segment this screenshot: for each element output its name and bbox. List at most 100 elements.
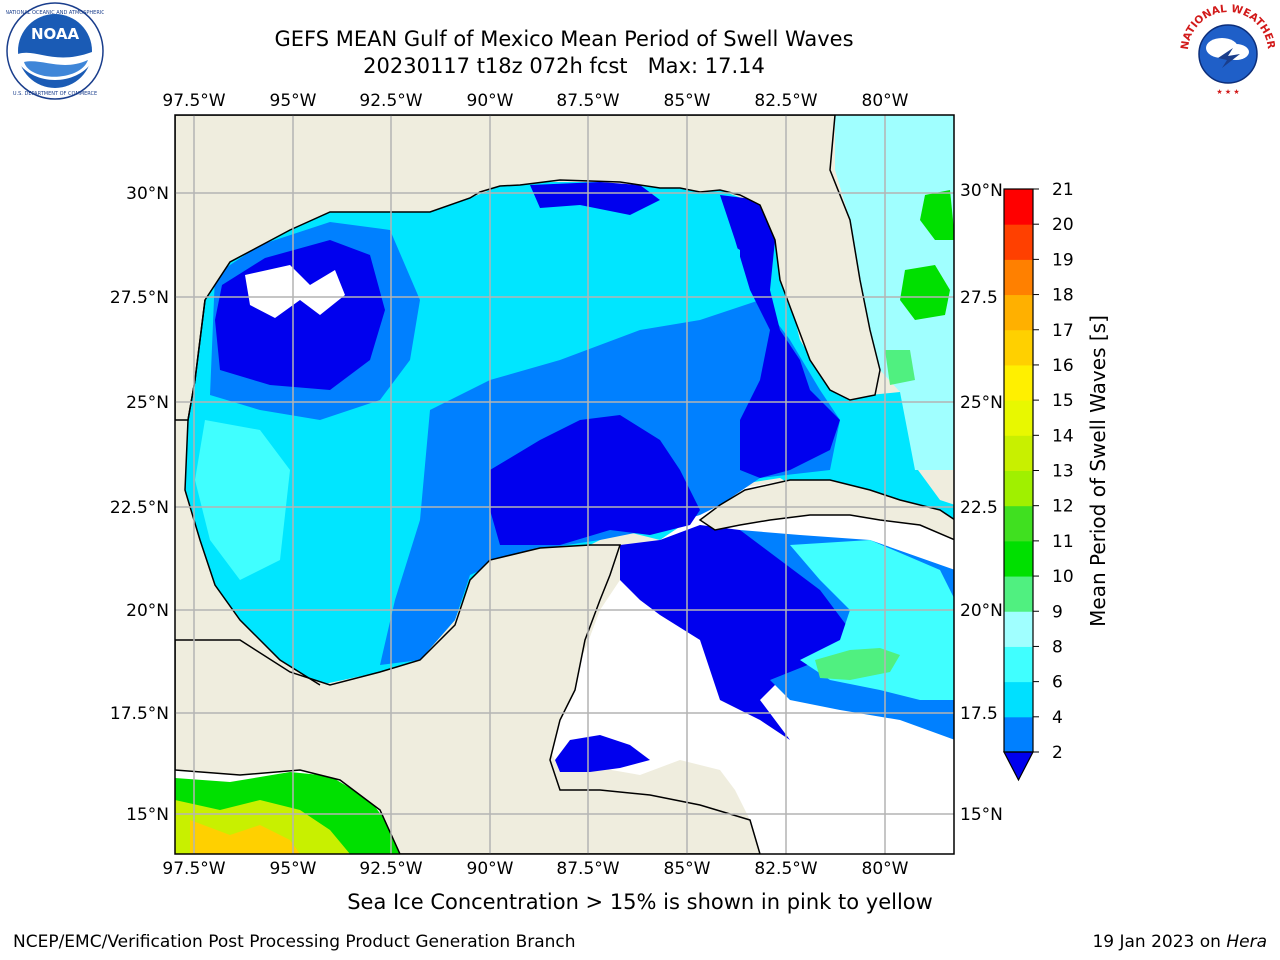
lon-label-top: 92.5°W: [359, 91, 422, 111]
chart-subtitle: 20230117 t18z 072h fcst Max: 17.14: [363, 54, 765, 78]
colorbar-segment: [1004, 364, 1033, 401]
date-text: 19 Jan 2023 on: [1092, 932, 1221, 952]
lon-label-bottom: 80°W: [862, 859, 909, 879]
svg-text:NOAA: NOAA: [31, 25, 80, 43]
colorbar-label: Mean Period of Swell Waves [s]: [1086, 315, 1110, 627]
lat-label-left: 27.5°N: [110, 288, 169, 308]
colorbar-tick-label: 16: [1052, 356, 1074, 376]
contour-2s-yucatan-south: [555, 735, 650, 772]
lat-label-right: 25°N: [960, 393, 1003, 413]
lon-label-top: 95°W: [270, 91, 317, 111]
colorbar-extend-arrow: [1003, 751, 1034, 782]
sea-ice-note: Sea Ice Concentration > 15% is shown in …: [347, 890, 933, 914]
contour-2s-north: [530, 182, 660, 215]
colorbar-tick-label: 13: [1052, 462, 1074, 482]
lon-label-top: 90°W: [467, 91, 514, 111]
contour-atl-green2: [920, 190, 954, 240]
lon-label-bottom: 90°W: [467, 859, 514, 879]
colorbar-segment: [1004, 540, 1033, 577]
credit-text: NCEP/EMC/Verification Post Processing Pr…: [13, 932, 576, 952]
colorbar-tick-label: 2: [1052, 743, 1063, 763]
colorbar-tick-label: 11: [1052, 532, 1074, 552]
colorbar-tick-label: 18: [1052, 286, 1074, 306]
machine-name: Hera: [1226, 932, 1267, 952]
lat-label-right: 30°N: [960, 181, 1003, 201]
mexico-east-coast: [184, 299, 321, 686]
lat-label-left: 30°N: [126, 184, 169, 204]
colorbar-segment: [1004, 716, 1033, 753]
colorbar-segment: [1004, 435, 1033, 471]
svg-text:★ ★ ★: ★ ★ ★: [1216, 88, 1239, 96]
colorbar-tick-label: 12: [1052, 497, 1074, 517]
contour-6s-upper: [420, 215, 740, 360]
colorbar-tick-label: 19: [1052, 250, 1074, 270]
colorbar-tick-label: 21: [1052, 180, 1074, 200]
colorbar-segment: [1004, 259, 1033, 296]
contour-9s-carib: [815, 648, 900, 680]
colorbar: 2 4 6 8 9 10 11 12 13 14 15 16 17 18 19 20 21: [1003, 180, 1074, 782]
date-stamp: 19 Jan 2023 on Hera: [1092, 932, 1267, 952]
lat-label-right: 17.5: [960, 704, 998, 724]
colorbar-segment: [1004, 470, 1033, 507]
map-area: [175, 115, 954, 854]
colorbar-tick-label: 15: [1052, 391, 1074, 411]
colorbar-tick-label: 10: [1052, 567, 1074, 587]
lon-label-bottom: 92.5°W: [359, 859, 422, 879]
colorbar-tick-label: 20: [1052, 215, 1074, 235]
lon-label-bottom: 97.5°W: [162, 859, 225, 879]
colorbar-segment: [1004, 611, 1033, 647]
colorbar-tick-label: 9: [1052, 602, 1063, 622]
colorbar-tick-label: 17: [1052, 321, 1074, 341]
lon-label-bottom: 87.5°W: [556, 859, 619, 879]
lon-label-bottom: 95°W: [270, 859, 317, 879]
colorbar-segment: [1004, 294, 1033, 331]
map-frame: [174, 114, 955, 855]
colorbar-segment: [1004, 646, 1033, 683]
nodata-west: [245, 265, 345, 318]
lat-label-right: 22.5: [960, 498, 998, 518]
contour-2s-east: [720, 195, 840, 478]
colorbar-segment: [1004, 189, 1033, 225]
lat-label-left: 17.5°N: [110, 704, 169, 724]
colorbar-tick-label: 14: [1052, 426, 1074, 446]
nws-logo-icon: NATIONAL WEATHER SERVICE ★ ★ ★: [1178, 2, 1277, 98]
lon-label-top: 82.5°W: [754, 91, 817, 111]
colorbar-segment: [1004, 576, 1033, 612]
contour-2s-carib: [620, 525, 860, 740]
lon-label-top: 85°W: [664, 91, 711, 111]
lat-label-left: 25°N: [126, 393, 169, 413]
colorbar-segment: [1004, 505, 1033, 542]
chart-title: GEFS MEAN Gulf of Mexico Mean Period of …: [274, 27, 854, 51]
contour-atl-green: [900, 265, 950, 320]
lat-label-left: 15°N: [126, 805, 169, 825]
colorbar-segment: [1004, 329, 1033, 366]
contour-6s-west: [195, 420, 290, 580]
florida-land: [175, 115, 881, 421]
colorbar-tick-label: 4: [1052, 708, 1063, 728]
colorbar-tick-label: 6: [1052, 673, 1063, 693]
cuba-land: [698, 479, 954, 541]
graticule: [175, 115, 954, 854]
svg-text:NATIONAL OCEANIC AND ATMOSPHER: NATIONAL OCEANIC AND ATMOSPHERIC: [6, 10, 104, 16]
svg-text:U.S. DEPARTMENT OF COMMERCE: U.S. DEPARTMENT OF COMMERCE: [13, 91, 97, 97]
contour-atl-green3: [885, 350, 915, 385]
lon-label-top: 80°W: [862, 91, 909, 111]
colorbar-segment: [1004, 224, 1033, 260]
contour-pacific-orange: [190, 820, 300, 854]
lat-label-left: 20°N: [126, 601, 169, 621]
lat-label-right: 20°N: [960, 601, 1003, 621]
lat-label-right: 27.5: [960, 288, 998, 308]
lon-label-top: 87.5°W: [556, 91, 619, 111]
contour-2s-central: [490, 415, 700, 545]
colorbar-tick-label: 8: [1052, 637, 1063, 657]
lon-label-bottom: 82.5°W: [754, 859, 817, 879]
lon-label-top: 97.5°W: [162, 91, 225, 111]
colorbar-segment: [1004, 400, 1033, 436]
noaa-logo-icon: NOAA NATIONAL OCEANIC AND ATMOSPHERIC U.…: [6, 2, 104, 100]
lat-label-left: 22.5°N: [110, 498, 169, 518]
lon-label-bottom: 85°W: [664, 859, 711, 879]
colorbar-segment: [1004, 681, 1033, 718]
yucatan-land: [175, 544, 761, 854]
lat-label-right: 15°N: [960, 805, 1003, 825]
